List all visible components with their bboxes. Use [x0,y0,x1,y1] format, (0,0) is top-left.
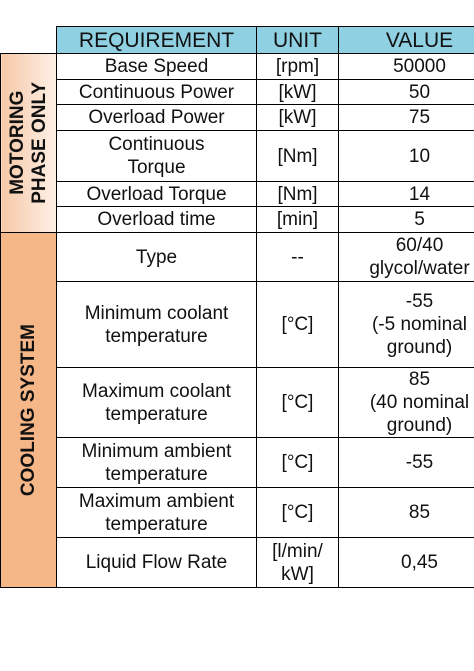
value-cell: 0,45 [338,537,474,588]
value-cell: 85 [338,487,474,538]
requirement-cell: Minimum coolant temperature [56,281,257,368]
requirement-cell: Base Speed [56,53,257,80]
table-row: Minimum coolant temperature [°C] -55 (-5 n… [1,281,474,368]
table-row: Continuous Power [kW] 50 [1,79,474,105]
value-cell: -55 [338,437,474,488]
unit-cell: [°C] [256,281,339,368]
unit-cell: [Nm] [256,181,339,207]
requirement-cell: Overload Power [56,104,257,131]
table-row: COOLING SYSTEM Type -- 60/40 glycol/water [0,232,474,588]
unit-cell: [°C] [256,487,339,538]
header-cell: VALUE [338,26,474,54]
value-cell: 14 [338,181,474,207]
requirement-cell: Overload time [56,206,257,233]
requirement-cell: Overload Torque [56,181,257,207]
group-cell: COOLING SYSTEM [0,232,57,588]
unit-cell: [rpm] [256,53,339,80]
header-row: REQUIREMENT UNIT VALUE [0,26,474,54]
requirement-cell: Liquid Flow Rate [56,537,257,588]
unit-cell: -- [256,232,339,282]
requirement-cell: Minimum ambient temperature [56,437,257,488]
unit-cell: [°C] [256,367,339,438]
value-cell: 60/40 glycol/water [338,232,474,282]
value-cell: 85 (40 nominal ground) [338,367,474,438]
table-row: Liquid Flow Rate [l/min/ kW] 0,45 [1,537,474,588]
group-label: MOTORING PHASE ONLY [6,82,50,204]
requirement-cell: Maximum ambient temperature [56,487,257,538]
table-wrap: REQUIREMENT UNIT VALUE MOTORING PHASE ONLY B… [0,26,474,588]
header-cell: UNIT [256,26,339,54]
unit-cell: [kW] [256,104,339,131]
unit-cell: [kW] [256,79,339,105]
requirement-cell: Type [56,232,257,282]
table-row: Minimum ambient temperature [°C] -55 [1,437,474,488]
unit-cell: [l/min/ kW] [256,537,339,588]
requirement-cell: Continuous Power [56,79,257,105]
table-row: Overload time [min] 5 [1,206,474,233]
table-row: MOTORING PHASE ONLY Base Speed [rpm] 50000 [0,53,474,233]
unit-cell: [min] [256,206,339,233]
requirement-cell: Maximum coolant temperature [56,367,257,438]
requirement-cell: Continuous Torque [56,130,257,182]
value-cell: 50000 [338,53,474,80]
corner-cell [0,26,57,54]
table-row: Overload Torque [Nm] 14 [1,181,474,207]
unit-cell: [°C] [256,437,339,488]
group-cell: MOTORING PHASE ONLY [0,53,57,233]
unit-cell: [Nm] [256,130,339,182]
requirements-table: REQUIREMENT UNIT VALUE MOTORING PHASE ONLY B… [0,26,474,588]
value-cell: 50 [338,79,474,105]
group-label: COOLING SYSTEM [17,323,39,497]
table-row: Continuous Torque [Nm] 10 [1,130,474,182]
value-cell: 10 [338,130,474,182]
table-row: Maximum ambient temperature [°C] 85 [1,487,474,538]
table-row: Maximum coolant temperature [°C] 85 (40 no… [1,367,474,438]
value-cell: 75 [338,104,474,131]
table-row: Overload Power [kW] 75 [1,104,474,131]
value-cell: 5 [338,206,474,233]
header-cell: REQUIREMENT [56,26,257,54]
value-cell: -55 (-5 nominal ground) [338,281,474,368]
